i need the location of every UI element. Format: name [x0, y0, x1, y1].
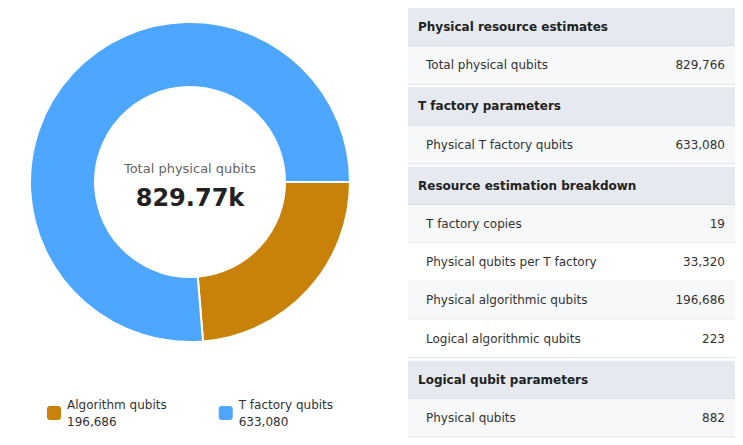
svg-text:Algorithm qubits: Algorithm qubits	[67, 398, 167, 412]
svg-text:Physical qubits: Physical qubits	[426, 411, 516, 425]
svg-text:T factory copies: T factory copies	[425, 217, 522, 231]
svg-text:T factory qubits: T factory qubits	[238, 398, 333, 412]
svg-text:Logical qubit parameters: Logical qubit parameters	[418, 373, 588, 387]
svg-text:196,686: 196,686	[67, 415, 117, 429]
svg-text:829.77k: 829.77k	[136, 184, 246, 212]
svg-text:633,080: 633,080	[239, 415, 289, 429]
svg-text:Total physical qubits: Total physical qubits	[123, 161, 256, 176]
svg-text:33,320: 33,320	[683, 255, 725, 269]
svg-text:Physical qubits per T factory: Physical qubits per T factory	[426, 255, 597, 269]
svg-text:633,080: 633,080	[675, 138, 725, 152]
svg-text:Total physical qubits: Total physical qubits	[425, 58, 548, 72]
svg-text:223: 223	[702, 332, 725, 346]
svg-text:829,766: 829,766	[675, 58, 725, 72]
svg-text:Logical algorithmic qubits: Logical algorithmic qubits	[426, 332, 581, 346]
svg-text:Physical resource estimates: Physical resource estimates	[418, 20, 608, 34]
svg-text:196,686: 196,686	[675, 293, 725, 307]
svg-text:19: 19	[710, 217, 725, 231]
svg-text:T factory parameters: T factory parameters	[418, 99, 561, 113]
svg-text:Physical T factory qubits: Physical T factory qubits	[426, 138, 573, 152]
svg-text:882: 882	[702, 411, 725, 425]
svg-text:Resource estimation breakdown: Resource estimation breakdown	[418, 179, 636, 193]
svg-text:Physical algorithmic qubits: Physical algorithmic qubits	[426, 293, 587, 307]
